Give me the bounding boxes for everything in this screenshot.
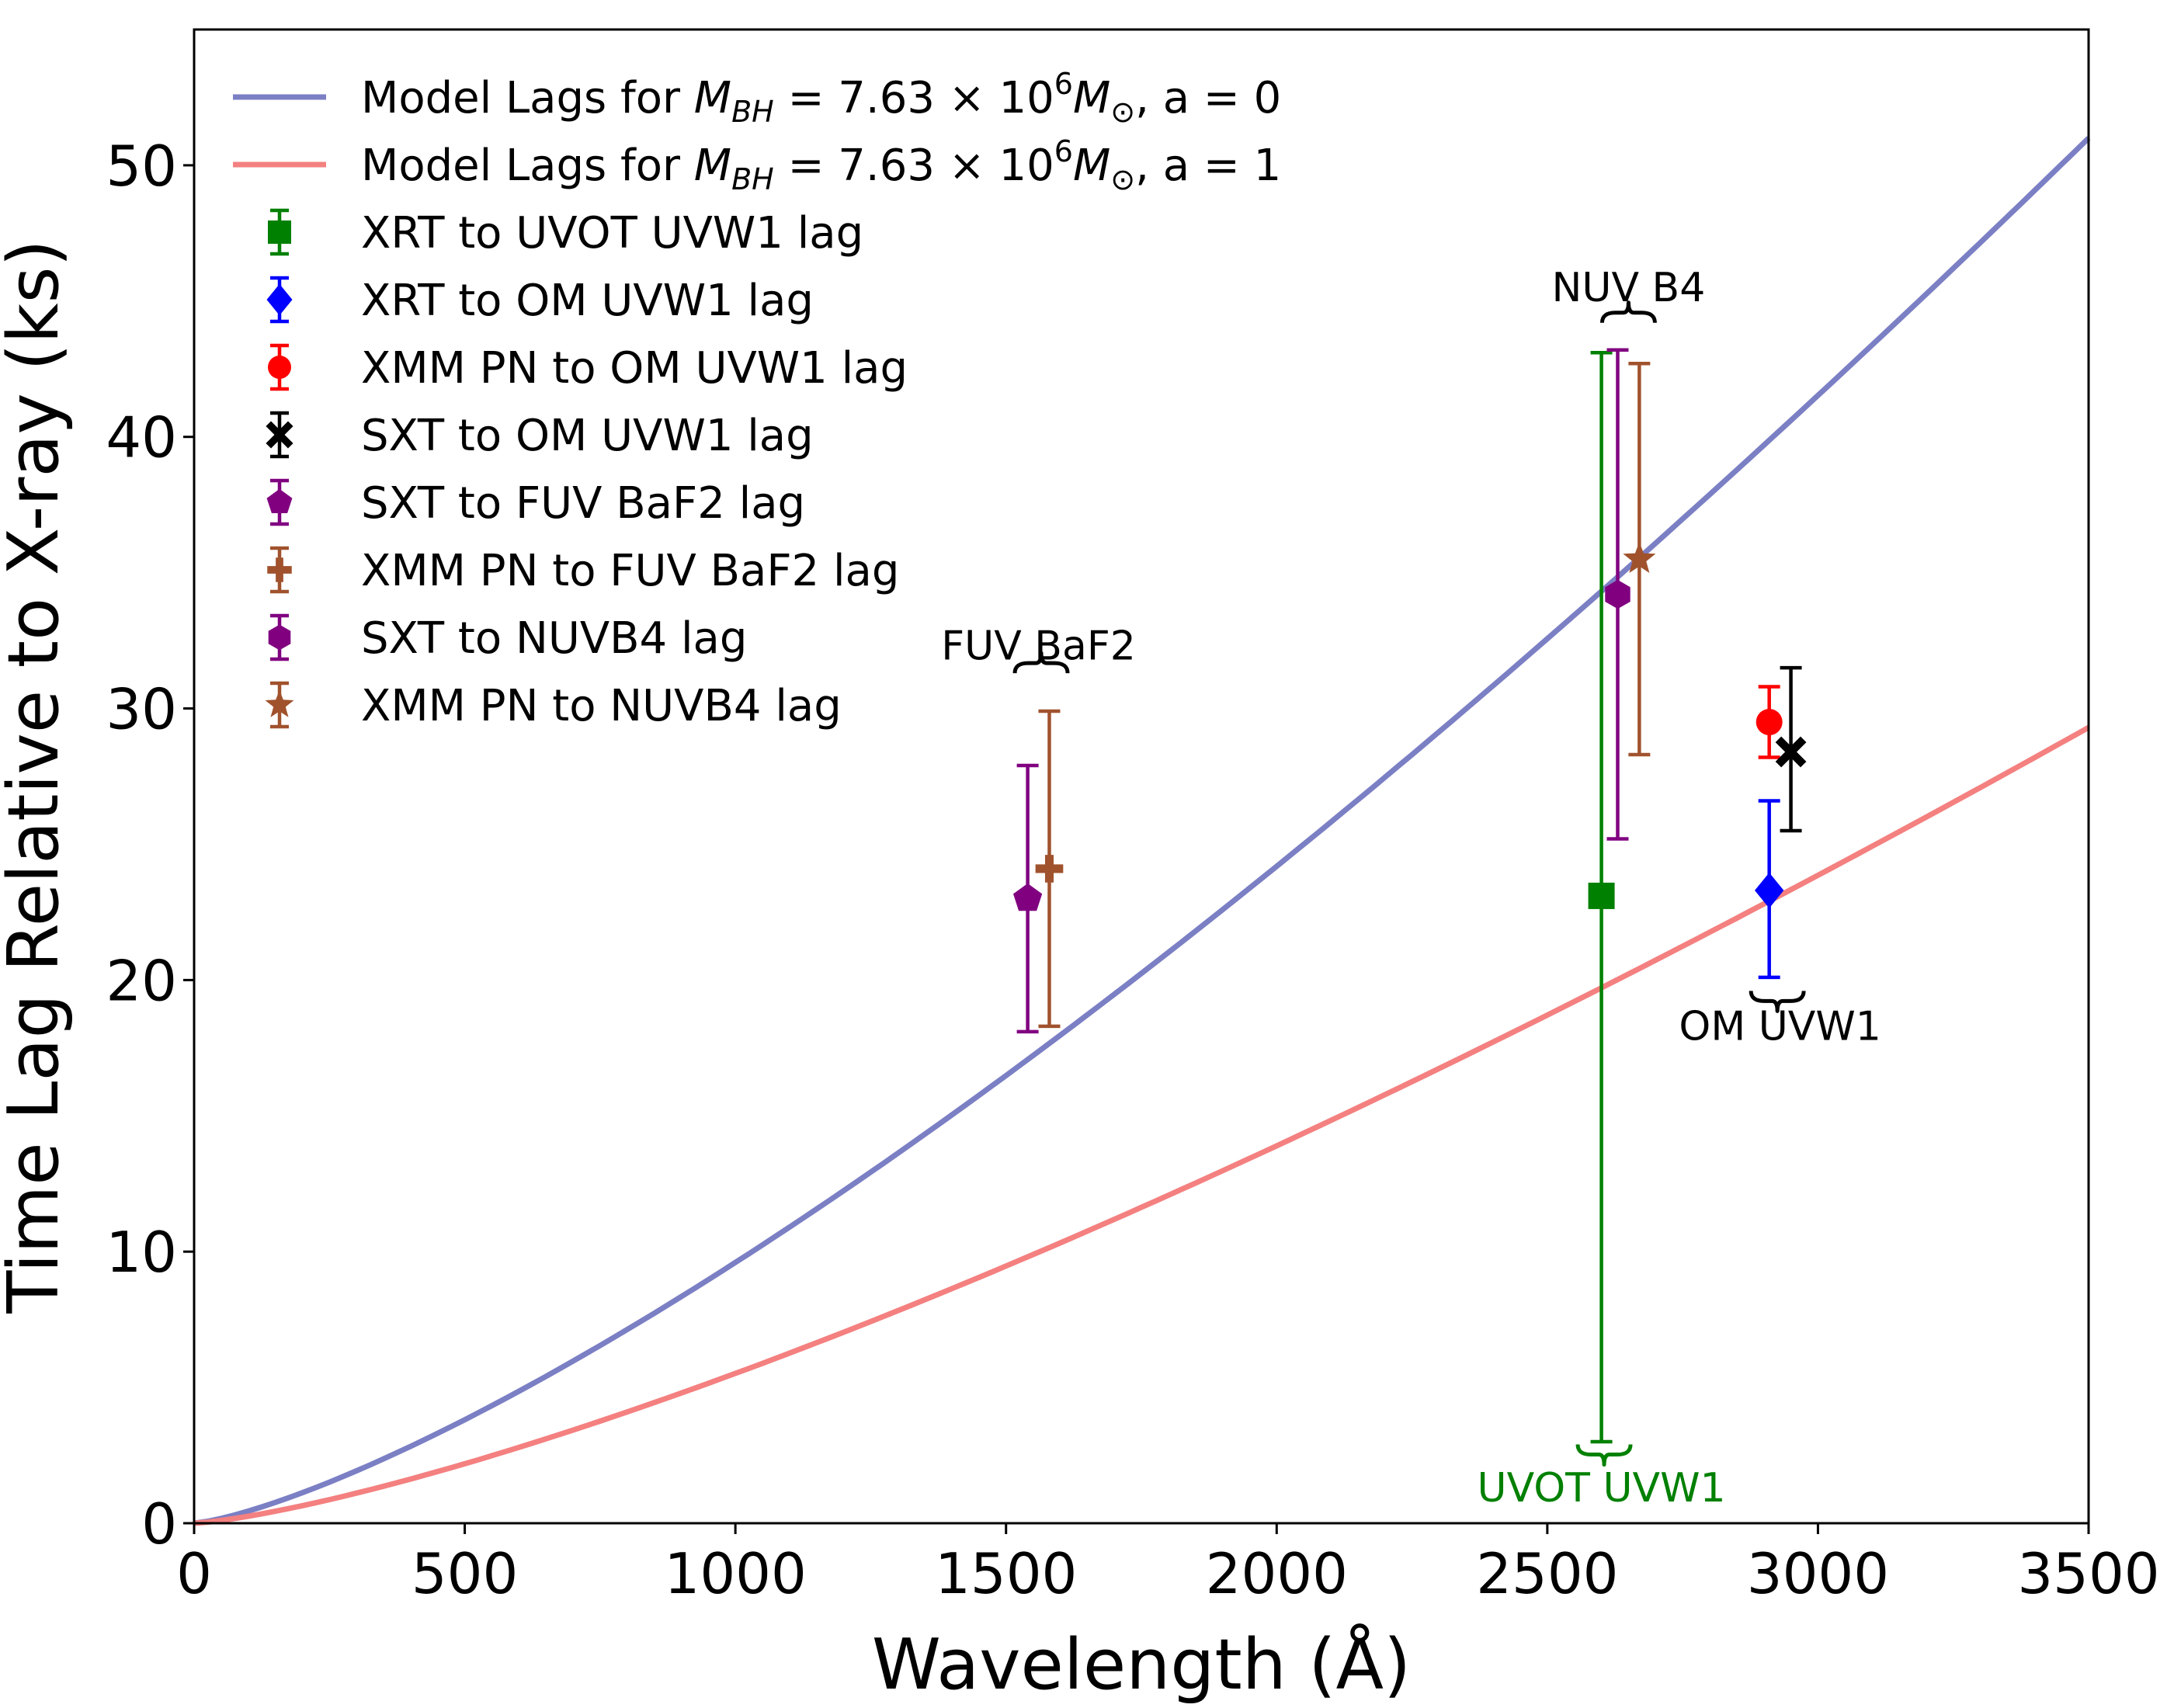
legend-label-0: XRT to UVOT UVW1 lag: [361, 208, 863, 259]
marker-1: [1754, 872, 1784, 908]
legend-prefix: Model Lags for: [361, 73, 694, 123]
legend-marker-7: [265, 689, 294, 717]
marker-2: [1756, 709, 1783, 736]
y-tick-label-4: 40: [106, 405, 177, 470]
annotation-brace-0: [1012, 651, 1070, 674]
annotation-label-2: OM UVW1: [1679, 1003, 1881, 1050]
legend-entry-1: XRT to OM UVW1 lag: [266, 276, 814, 326]
mbh-equals: = 7.63 × 10: [774, 73, 1054, 123]
annotation-brace-2: [1749, 991, 1806, 1013]
annotation-brace-1: [1599, 300, 1657, 323]
data-point-1: [1754, 799, 1784, 980]
data-point-7: [1623, 362, 1656, 757]
data-point-6: [1605, 348, 1630, 841]
annotation-label-1: NUV B4: [1552, 265, 1706, 311]
annotation-1: NUV B4: [1552, 265, 1706, 323]
legend-entry-6: SXT to NUVB4 lag: [268, 613, 747, 664]
x-tick-label-1: 500: [412, 1541, 518, 1606]
legend-entry-7: XMM PN to NUVB4 lag: [265, 681, 842, 731]
mbh-unit: M: [1073, 141, 1110, 191]
marker-7: [1623, 542, 1656, 573]
mbh-unit: M: [1073, 73, 1110, 123]
mbh-unit-subscript: ⊙: [1110, 162, 1135, 196]
legend-suffix: , a = 0: [1135, 73, 1281, 123]
legend-marker-3: [266, 421, 293, 449]
legend-prefix: Model Lags for: [361, 141, 694, 191]
legend-marker-5: [267, 557, 292, 582]
x-tick-label-4: 2000: [1206, 1541, 1348, 1606]
plot-area: [193, 136, 2091, 1526]
legend-entry-0: XRT to UVOT UVW1 lag: [268, 208, 863, 259]
x-tick-label-5: 2500: [1476, 1541, 1618, 1606]
mbh-symbol: M: [694, 73, 731, 123]
x-tick-label-6: 3000: [1747, 1541, 1889, 1606]
marker-0: [1588, 882, 1615, 909]
legend-label-5: XMM PN to FUV BaF2 lag: [361, 546, 899, 596]
legend-marker-2: [268, 356, 291, 379]
data-point-5: [1035, 709, 1064, 1029]
mbh-equals: = 7.63 × 10: [774, 141, 1054, 191]
mbh-exponent: 6: [1054, 134, 1073, 168]
legend-label-model-1: Model Lags for MBH = 7.63 × 106M⊙, a = 1: [361, 134, 1281, 196]
legend-entry-2: XMM PN to OM UVW1 lag: [268, 343, 908, 394]
data-point-3: [1775, 665, 1807, 833]
mbh-exponent: 6: [1054, 67, 1073, 101]
legend-label-7: XMM PN to NUVB4 lag: [361, 681, 842, 731]
annotation-brace-3: [1575, 1444, 1633, 1467]
legend-marker-4: [266, 488, 293, 513]
model-curve-0: [193, 136, 2091, 1526]
x-tick-label-3: 1500: [935, 1541, 1077, 1606]
x-axis-label: Wavelength (Å): [872, 1623, 1411, 1706]
annotation-2: OM UVW1: [1679, 991, 1881, 1050]
legend-entry-5: XMM PN to FUV BaF2 lag: [267, 546, 899, 596]
legend-label-4: SXT to FUV BaF2 lag: [361, 478, 805, 529]
y-tick-label-0: 0: [141, 1491, 177, 1557]
legend-marker-0: [268, 220, 291, 244]
legend-marker-1: [266, 283, 293, 316]
plot-frame: [193, 28, 2090, 1525]
legend-label-model-0: Model Lags for MBH = 7.63 × 106M⊙, a = 0: [361, 67, 1281, 129]
axes: 0 500 1000 1500 2000 2500 3000 3500 0 10 20 30 40 50 W…: [0, 28, 2160, 1706]
legend-label-3: SXT to OM UVW1 lag: [361, 411, 814, 461]
x-tick-label-2: 1000: [665, 1541, 807, 1606]
legend-entry-4: SXT to FUV BaF2 lag: [266, 478, 805, 529]
data-point-2: [1756, 685, 1783, 759]
annotation-0: FUV BaF2: [941, 623, 1136, 674]
legend: Model Lags for MBH = 7.63 × 106M⊙, a = 0…: [233, 67, 1281, 731]
y-axis-label: Time Lag Relative to X-ray (ks): [0, 239, 75, 1314]
data-point-4: [1013, 763, 1043, 1034]
legend-label-6: SXT to NUVB4 lag: [361, 613, 747, 664]
marker-5: [1035, 855, 1064, 883]
marker-4: [1013, 883, 1043, 911]
marker-3: [1775, 736, 1807, 768]
x-tick-label-7: 3500: [2017, 1541, 2159, 1606]
data-point-0: [1588, 351, 1615, 1444]
annotation-3: UVOT UVW1: [1478, 1444, 1726, 1512]
mbh-subscript: BH: [731, 95, 774, 129]
legend-label-1: XRT to OM UVW1 lag: [361, 276, 814, 326]
legend-label-2: XMM PN to OM UVW1 lag: [361, 343, 908, 394]
mbh-symbol: M: [694, 141, 731, 191]
y-tick-label-3: 30: [106, 677, 177, 742]
legend-entry-3: SXT to OM UVW1 lag: [266, 411, 814, 461]
marker-6: [1605, 579, 1630, 609]
y-tick-label-5: 50: [106, 134, 177, 199]
mbh-unit-subscript: ⊙: [1110, 95, 1135, 129]
legend-suffix: , a = 1: [1135, 141, 1281, 191]
annotation-label-3: UVOT UVW1: [1478, 1465, 1726, 1512]
legend-marker-6: [268, 624, 291, 651]
x-tick-label-0: 0: [176, 1541, 212, 1606]
annotation-label-0: FUV BaF2: [941, 623, 1136, 670]
y-tick-label-1: 10: [106, 1220, 177, 1285]
mbh-subscript: BH: [731, 162, 774, 196]
annotations: FUV BaF2 NUV B4 OM UVW1 UVOT UVW1: [941, 265, 1881, 1512]
y-tick-label-2: 20: [106, 948, 177, 1013]
